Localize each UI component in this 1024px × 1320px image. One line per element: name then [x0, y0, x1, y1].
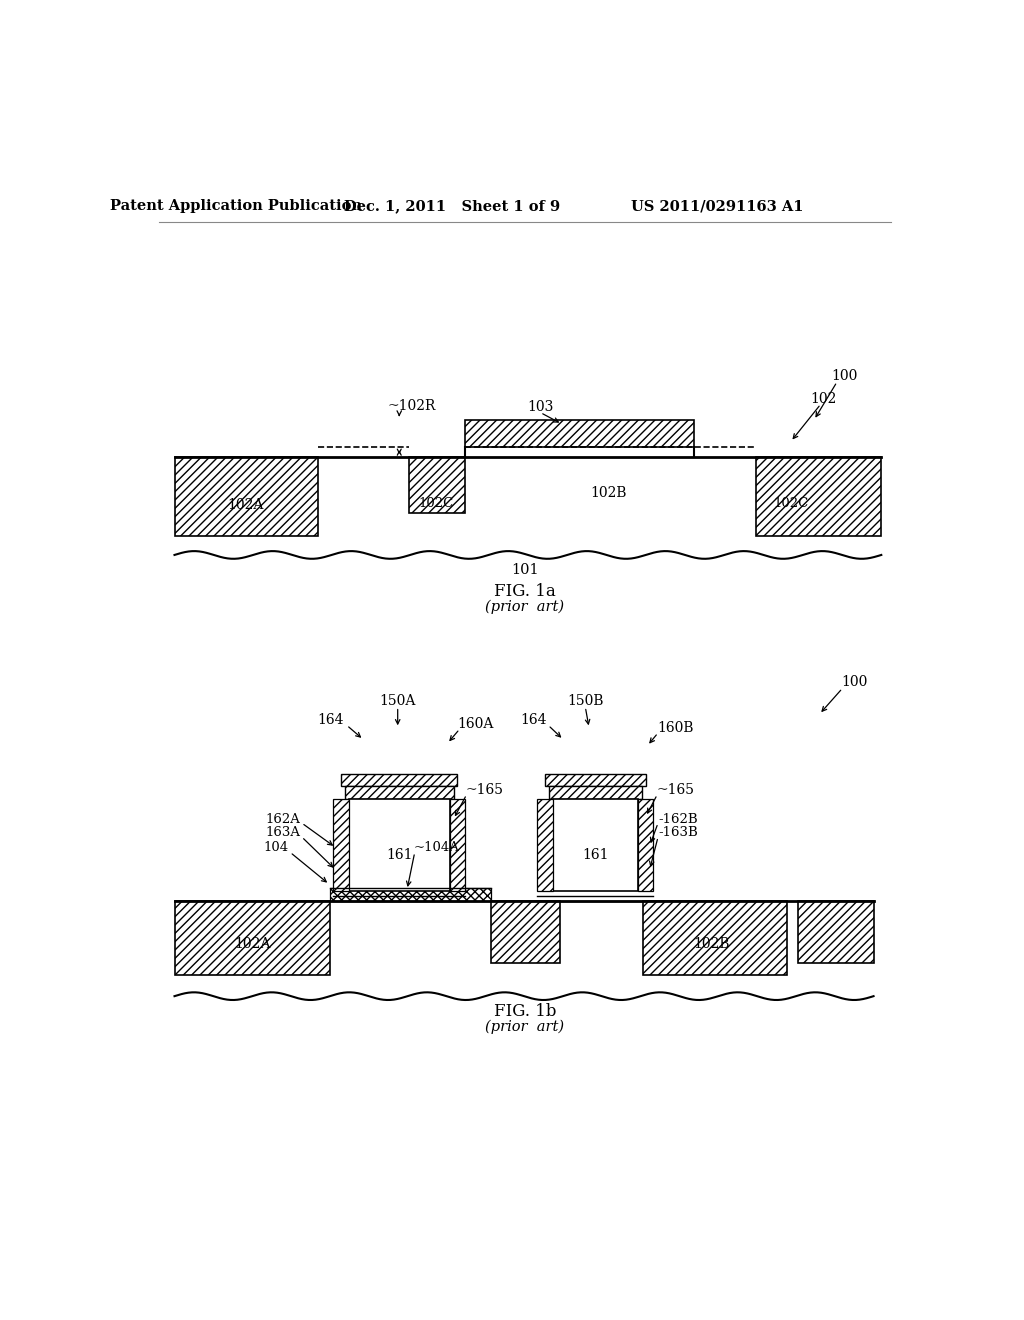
- Text: (prior  art): (prior art): [485, 1020, 564, 1034]
- Text: 160B: 160B: [657, 721, 694, 735]
- Bar: [341, 775, 458, 785]
- Bar: [643, 902, 786, 974]
- Bar: [553, 799, 638, 891]
- Text: 161: 161: [386, 849, 413, 862]
- Text: 100: 100: [841, 675, 867, 689]
- Text: ~102R: ~102R: [388, 400, 436, 413]
- Text: 102C: 102C: [774, 496, 809, 510]
- Bar: [330, 887, 490, 902]
- Text: 150B: 150B: [567, 694, 603, 709]
- Text: 102A: 102A: [227, 498, 264, 512]
- Text: FIG. 1a: FIG. 1a: [494, 582, 556, 599]
- Text: ~104A: ~104A: [414, 841, 459, 854]
- Text: 163A: 163A: [265, 826, 300, 840]
- Bar: [538, 799, 553, 891]
- Text: 100: 100: [831, 370, 858, 383]
- Text: (prior  art): (prior art): [485, 599, 564, 614]
- Text: 162A: 162A: [265, 813, 300, 825]
- Bar: [549, 785, 642, 799]
- Text: US 2011/0291163 A1: US 2011/0291163 A1: [631, 199, 803, 213]
- Bar: [465, 420, 693, 447]
- Text: Dec. 1, 2011   Sheet 1 of 9: Dec. 1, 2011 Sheet 1 of 9: [344, 199, 560, 213]
- Bar: [490, 902, 560, 964]
- Text: 161: 161: [582, 849, 608, 862]
- Text: 104: 104: [263, 841, 289, 854]
- Bar: [799, 902, 873, 964]
- Text: 102: 102: [810, 392, 837, 405]
- Text: 150A: 150A: [380, 694, 416, 709]
- Text: 102C: 102C: [419, 496, 454, 510]
- Text: Patent Application Publication: Patent Application Publication: [111, 199, 362, 213]
- Text: ~165: ~165: [465, 783, 503, 797]
- Bar: [174, 902, 330, 974]
- Text: 160A: 160A: [458, 717, 494, 731]
- Bar: [638, 799, 653, 891]
- Text: FIG. 1b: FIG. 1b: [494, 1003, 556, 1020]
- Bar: [545, 775, 646, 785]
- Text: 102A: 102A: [233, 937, 270, 950]
- Text: 164: 164: [520, 714, 547, 727]
- Text: 102B: 102B: [590, 486, 627, 500]
- Bar: [450, 799, 465, 891]
- Bar: [756, 457, 882, 536]
- Bar: [409, 457, 465, 512]
- Text: ~165: ~165: [656, 783, 694, 797]
- Text: -162B: -162B: [658, 813, 697, 825]
- Text: 101: 101: [511, 564, 539, 577]
- Text: 102B: 102B: [693, 937, 730, 950]
- Text: 103: 103: [527, 400, 554, 414]
- Bar: [174, 457, 317, 536]
- Bar: [349, 799, 450, 891]
- Bar: [345, 785, 454, 799]
- Text: 164: 164: [317, 714, 343, 727]
- Bar: [334, 799, 349, 891]
- Text: -163B: -163B: [658, 826, 697, 840]
